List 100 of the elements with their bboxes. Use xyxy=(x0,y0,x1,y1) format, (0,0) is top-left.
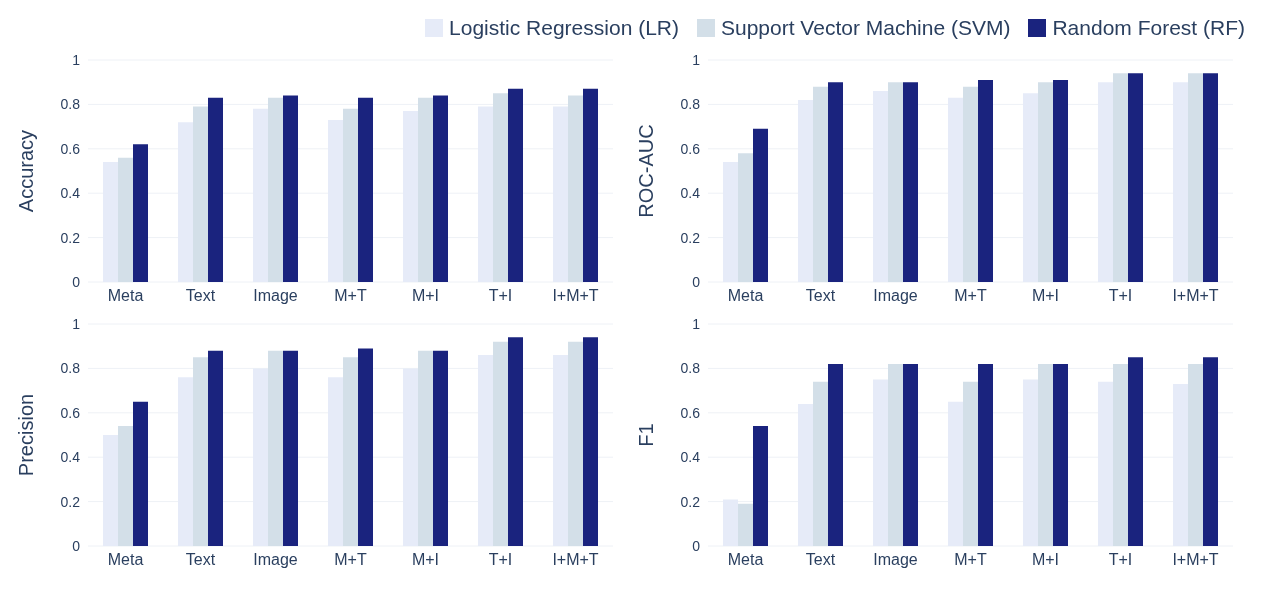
x-tick-label: M+T xyxy=(954,551,987,569)
y-tick-label: 0 xyxy=(692,537,701,554)
bar xyxy=(433,95,448,282)
y-tick-label: 1 xyxy=(692,51,701,68)
bar xyxy=(118,426,133,546)
bar xyxy=(358,348,373,546)
bar xyxy=(568,95,583,282)
y-axis-title: F1 xyxy=(635,423,658,447)
bar xyxy=(828,363,843,546)
y-tick-label: 0 xyxy=(72,537,81,554)
x-tick-label: Meta xyxy=(107,287,144,305)
bar xyxy=(1203,73,1218,282)
bar xyxy=(133,401,148,546)
y-tick-label: 0.4 xyxy=(680,185,701,202)
x-tick-label: Meta xyxy=(727,287,764,305)
x-tick-label: Text xyxy=(805,551,836,569)
x-tick-label: Image xyxy=(253,551,298,569)
bar xyxy=(568,341,583,546)
y-axis-title: Accuracy xyxy=(15,129,38,213)
bar xyxy=(343,108,358,282)
bar xyxy=(1038,82,1053,282)
y-axis-title: Precision xyxy=(15,393,38,477)
bar xyxy=(508,337,523,546)
bar xyxy=(1128,357,1143,546)
bar xyxy=(193,106,208,282)
x-tick-label: Text xyxy=(805,287,836,305)
bar xyxy=(738,153,753,282)
bar xyxy=(813,381,828,546)
bar xyxy=(493,93,508,282)
bar xyxy=(493,341,508,546)
bar xyxy=(1128,73,1143,282)
x-tick-label: I+M+T xyxy=(552,287,599,305)
bar xyxy=(418,350,433,546)
bar xyxy=(283,95,298,282)
bar xyxy=(1038,363,1053,546)
bar xyxy=(118,157,133,282)
bar xyxy=(418,97,433,282)
x-tick-label: Image xyxy=(253,287,298,305)
y-tick-label: 0 xyxy=(692,273,701,290)
x-tick-label: Meta xyxy=(107,551,144,569)
bar xyxy=(978,79,993,282)
y-axis-title: ROC-AUC xyxy=(635,124,658,218)
x-tick-label: I+M+T xyxy=(1172,287,1219,305)
y-tick-label: 0.4 xyxy=(60,449,81,466)
x-tick-label: T+I xyxy=(1108,551,1133,569)
y-tick-label: 0.6 xyxy=(60,404,81,421)
x-tick-label: Text xyxy=(185,287,216,305)
y-tick-label: 0.2 xyxy=(680,229,701,246)
bar xyxy=(1113,73,1128,282)
bar xyxy=(1053,79,1068,282)
bar xyxy=(193,357,208,546)
bar xyxy=(888,363,903,546)
bar xyxy=(1188,363,1203,546)
y-tick-label: 0.8 xyxy=(680,360,701,377)
bar xyxy=(1203,357,1218,546)
x-tick-label: Text xyxy=(185,551,216,569)
x-tick-label: I+M+T xyxy=(552,551,599,569)
bar xyxy=(738,503,753,546)
y-tick-label: 0.8 xyxy=(60,96,81,113)
x-tick-label: Meta xyxy=(727,551,764,569)
bar xyxy=(1188,73,1203,282)
bar xyxy=(208,97,223,282)
x-tick-label: T+I xyxy=(1108,287,1133,305)
bar xyxy=(133,144,148,282)
y-tick-label: 1 xyxy=(72,51,81,68)
bar xyxy=(433,350,448,546)
legend-label: Support Vector Machine (SVM) xyxy=(720,16,1011,40)
bar xyxy=(343,357,358,546)
bar xyxy=(358,97,373,282)
bar xyxy=(963,381,978,546)
bar xyxy=(1113,363,1128,546)
x-tick-label: M+T xyxy=(954,287,987,305)
bar xyxy=(508,88,523,282)
y-tick-label: 0.6 xyxy=(60,140,81,157)
bar xyxy=(978,363,993,546)
bar xyxy=(828,82,843,282)
bar xyxy=(268,350,283,546)
x-tick-label: Image xyxy=(873,551,918,569)
y-tick-label: 0 xyxy=(72,273,81,290)
bar xyxy=(1053,363,1068,546)
bar xyxy=(888,82,903,282)
y-tick-label: 1 xyxy=(692,315,701,332)
x-tick-label: T+I xyxy=(488,551,513,569)
y-tick-label: 0.8 xyxy=(60,360,81,377)
bar xyxy=(268,97,283,282)
x-tick-label: M+T xyxy=(334,287,367,305)
bar xyxy=(753,426,768,546)
bar xyxy=(903,82,918,282)
x-tick-label: M+I xyxy=(1031,287,1060,305)
y-tick-label: 0.4 xyxy=(680,449,701,466)
bar xyxy=(753,128,768,282)
bar xyxy=(283,350,298,546)
x-tick-label: M+I xyxy=(411,551,440,569)
bar xyxy=(208,350,223,546)
y-tick-label: 0.6 xyxy=(680,140,701,157)
x-tick-label: Image xyxy=(873,287,918,305)
y-tick-label: 0.2 xyxy=(60,493,81,510)
x-tick-label: M+T xyxy=(334,551,367,569)
x-tick-label: M+I xyxy=(411,287,440,305)
x-tick-label: T+I xyxy=(488,287,513,305)
